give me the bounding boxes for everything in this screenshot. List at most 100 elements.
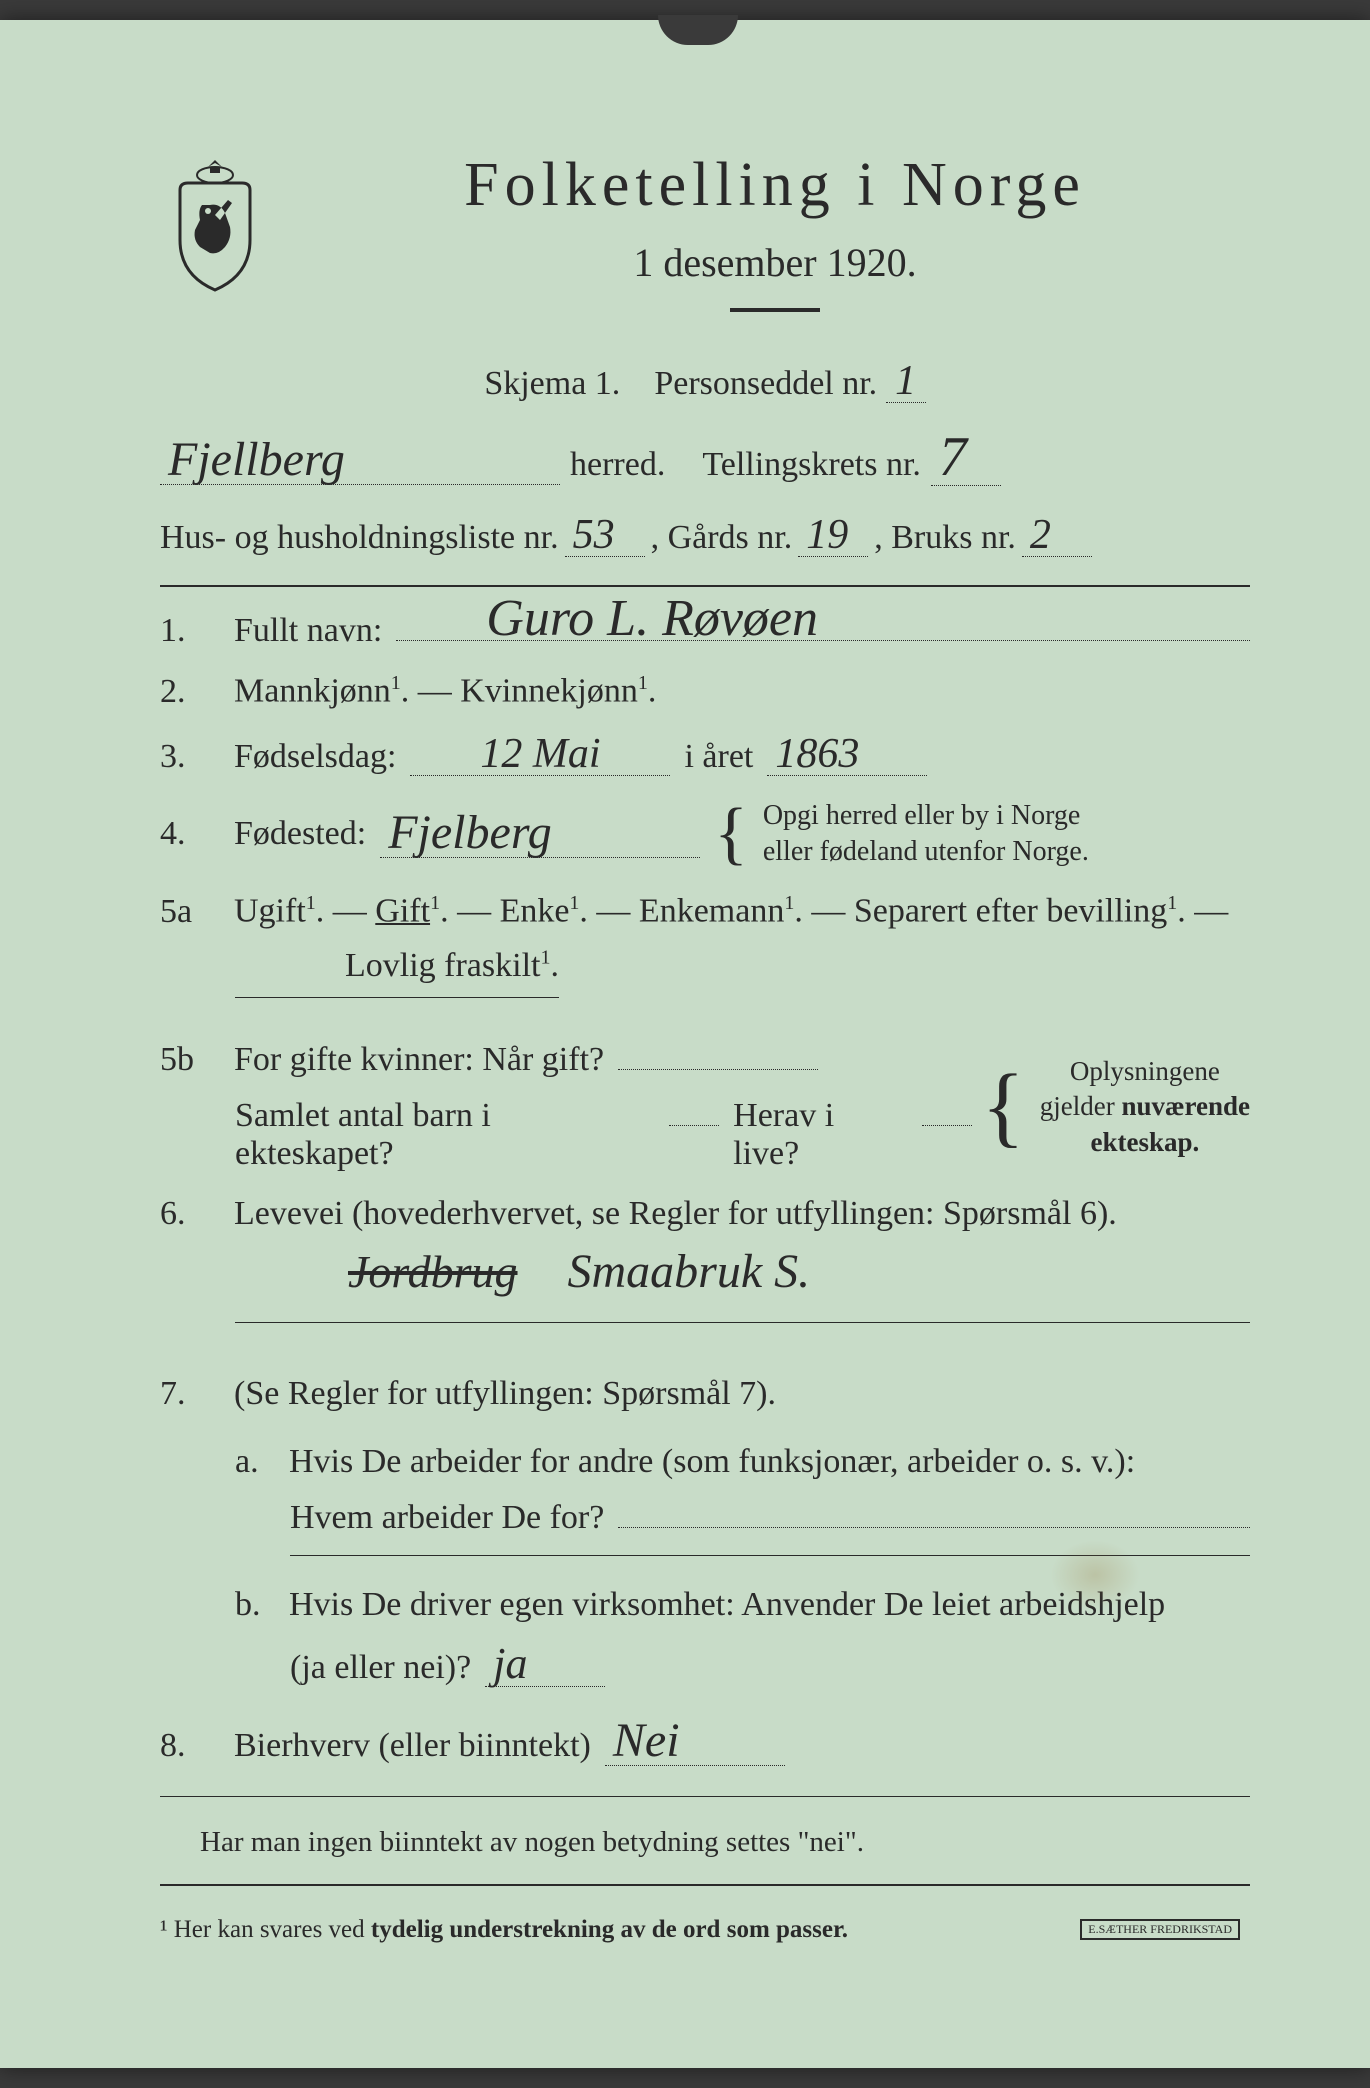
q5b-note-c: ekteskap. [1040,1125,1250,1160]
gaard-value: 19 [798,514,868,557]
hushold-value: 53 [565,514,645,557]
header: Folketelling i Norge 1 desember 1920. [160,150,1250,347]
q8: 8. Bierhverv (eller biinntekt) Nei [160,1717,1250,1766]
q5b-line2b: Herav i live? [733,1097,907,1173]
herred-value: Fjellberg [160,436,560,485]
title-block: Folketelling i Norge 1 desember 1920. [300,150,1250,347]
q5b-row1: 5b For gifte kvinner: Når gift? [160,1041,972,1079]
personseddel-nr: 1 [886,360,926,403]
bruk-label: , Bruks nr. [874,511,1016,565]
printer-line1: E.SÆTHER FREDRIKSTAD [1088,1923,1232,1936]
q5a-opts2: Lovlig fraskilt1. [345,947,559,984]
q4-label: Fødested: [234,815,366,853]
q5b-num: 5b [160,1041,220,1079]
foot-note2-bold: tydelig understrekning av de ord som pas… [371,1916,848,1943]
foot-note1: Har man ingen biinntekt av nogen betydni… [160,1819,1250,1865]
foot-note2-pre: ¹ Her kan svares ved [160,1916,371,1943]
q1-fill: Guro L. Røvøen [396,640,1250,641]
q5b-fill1 [618,1069,818,1070]
q5b-note-b: gjelder nuværende [1040,1089,1250,1124]
coat-of-arms-icon [160,155,270,295]
brace-icon: { [982,1071,1025,1143]
herred-label: herred. [570,438,665,492]
q6-label: Levevei (hovederhvervet, se Regler for u… [234,1195,1117,1233]
q7a-num: a. [235,1443,275,1481]
q7b-line1: Hvis De driver egen virksomhet: Anvender… [289,1586,1165,1624]
q7: 7. (Se Regler for utfyllingen: Spørsmål … [160,1375,1250,1413]
q8-value: Nei [605,1717,785,1766]
spacer [160,1345,1250,1375]
q5b-line2a: Samlet antal barn i ekteskapet? [235,1097,655,1173]
krets-label: Tellingskrets nr. [702,438,921,492]
q1-num: 1. [160,612,220,650]
q3-num: 3. [160,738,220,776]
schema-label: Skjema 1. [484,365,620,402]
q7b-line2: (ja eller nei)? [290,1649,471,1687]
q5b-brace: { Oplysningene gjelder nuværende ekteska… [982,1054,1250,1159]
gaard-label: , Gårds nr. [651,511,793,565]
q6-num: 6. [160,1195,220,1233]
q3-year-label: i året [684,738,753,776]
q2-text: Mannkjønn1. — Kvinnekjønn1. [234,672,656,710]
q6: 6. Levevei (hovederhvervet, se Regler fo… [160,1195,1250,1233]
q4-value: Fjelberg [380,809,700,858]
q7-label: (Se Regler for utfyllingen: Spørsmål 7). [234,1375,776,1413]
foot-rule2 [160,1884,1250,1886]
q2-sup1: 1 [391,672,401,694]
q4-num: 4. [160,815,220,853]
q1-label: Fullt navn: [234,612,382,650]
q2-dot: . [648,673,657,710]
census-form-page: Folketelling i Norge 1 desember 1920. Sk… [0,20,1370,2068]
q2-num: 2. [160,673,220,711]
q3-label: Fødselsdag: [234,738,396,776]
q5b-row2: Samlet antal barn i ekteskapet? Herav i … [160,1097,972,1173]
q5b-fill3 [922,1125,972,1126]
hushold-line: Hus- og husholdningsliste nr. 53 , Gårds… [160,511,1250,565]
q6-value-line: Jordbrug Smaabruk S. [160,1248,1250,1304]
krets-value: 7 [931,429,1001,486]
q8-num: 8. [160,1727,220,1765]
main-title: Folketelling i Norge [300,150,1250,221]
printer-mark: E.SÆTHER FREDRIKSTAD [1080,1919,1240,1940]
q5b: 5b For gifte kvinner: Når gift? Samlet a… [160,1041,1250,1173]
q5a-num: 5a [160,893,220,931]
q4-note-a: Opgi herred eller by i Norge [763,798,1089,834]
q7b-num: b. [235,1586,275,1624]
personseddel-label: Personseddel nr. [654,365,877,402]
q7-num: 7. [160,1375,220,1413]
q7a-row2: Hvem arbeider De for? [160,1499,1250,1537]
q6-rule [235,1322,1250,1323]
brace-icon: { [714,806,748,862]
rule-1 [160,585,1250,587]
schema-line-1: Skjema 1. Personseddel nr. 1 [160,357,1250,411]
q1-value: Guro L. Røvøen [486,589,818,648]
page-notch [658,15,738,45]
q5b-fill2 [669,1125,719,1126]
q7b-row2: (ja eller nei)? ja [160,1642,1250,1687]
herred-line: Fjellberg herred. Tellingskrets nr. 7 [160,429,1250,492]
subtitle: 1 desember 1920. [300,239,1250,286]
q6-value: Smaabruk S. [560,1248,819,1296]
q7a-row1: a. Hvis De arbeider for andre (som funks… [160,1443,1250,1481]
q5a-opts: Ugift1. — Gift1. — Enke1. — Enkemann1. —… [234,892,1228,930]
q2-sup2: 1 [638,672,648,694]
q2: 2. Mannkjønn1. — Kvinnekjønn1. [160,672,1250,710]
q4-note: Opgi herred eller by i Norge eller fødel… [763,798,1089,871]
q7b-value: ja [485,1642,605,1687]
q3: 3. Fødselsdag: 12 Mai i året 1863 [160,733,1250,776]
q1: 1. Fullt navn: Guro L. Røvøen [160,612,1250,650]
q5b-note: Oplysningene gjelder nuværende ekteskap. [1040,1054,1250,1159]
title-divider [730,308,820,312]
q6-struck: Jordbrug [340,1249,526,1295]
hushold-label: Hus- og husholdningsliste nr. [160,511,559,565]
q5b-note-a: Oplysningene [1040,1054,1250,1089]
q5a-line2: Lovlig fraskilt1. [235,939,559,998]
q3-year: 1863 [767,733,927,776]
q5a: 5a Ugift1. — Gift1. — Enke1. — Enkemann1… [160,892,1250,930]
q5b-line1: For gifte kvinner: Når gift? [234,1041,604,1079]
paper-stain [1050,1540,1140,1610]
q2-mann: Mannkjønn [234,673,391,710]
q8-label: Bierhverv (eller biinntekt) [234,1727,591,1765]
q4-note-b: eller fødeland utenfor Norge. [763,834,1089,870]
q7a-fill [618,1527,1250,1528]
